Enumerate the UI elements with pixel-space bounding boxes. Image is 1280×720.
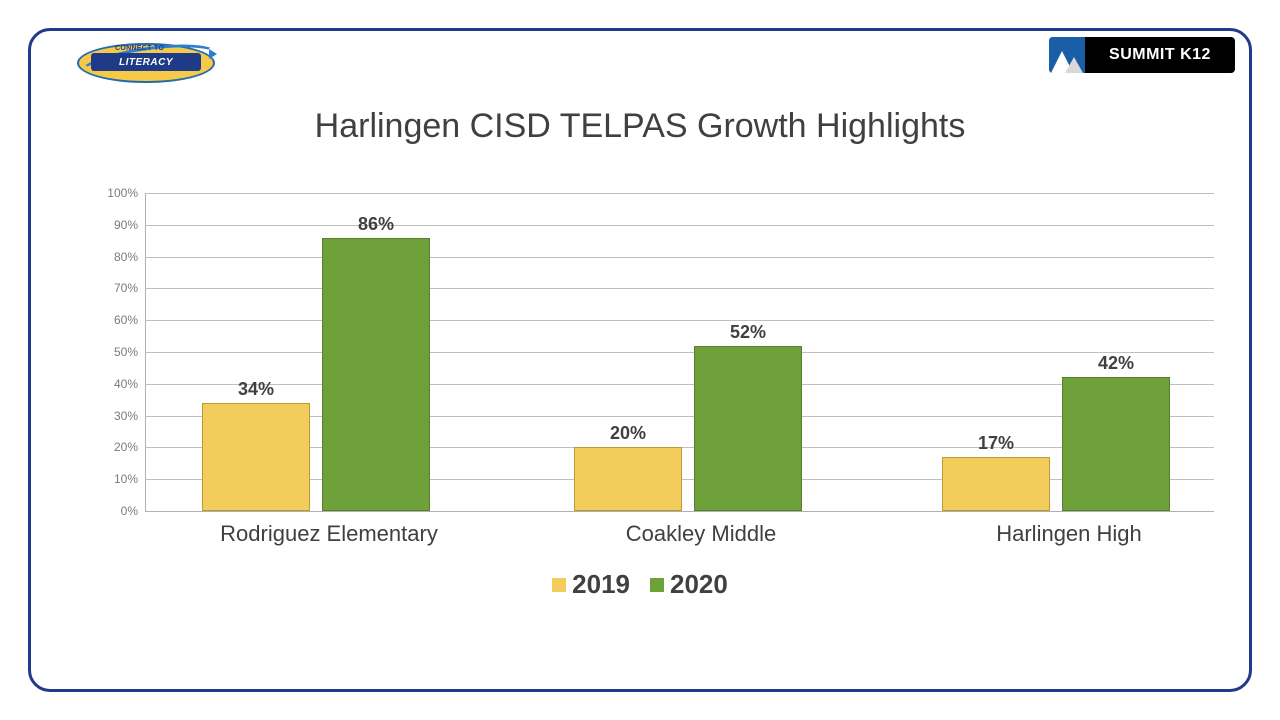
summit-k12-logo: SUMMIT K12 [1049, 37, 1235, 73]
x-axis-label: Harlingen High [996, 521, 1142, 547]
y-axis-label: 60% [114, 313, 138, 327]
bar-group: 17%42%Harlingen High [942, 193, 1196, 511]
bar-2020: 86% [322, 238, 430, 511]
bar-2019: 20% [574, 447, 682, 511]
bar-2019: 17% [942, 457, 1050, 511]
slide-frame: CONNECT TO LITERACY SUMMIT K12 Harlingen… [28, 28, 1252, 692]
legend-item-2019: 2019 [552, 569, 630, 600]
bar-group: 34%86%Rodriguez Elementary [202, 193, 456, 511]
legend-label: 2019 [572, 569, 630, 600]
data-label: 52% [730, 322, 766, 343]
y-axis-label: 50% [114, 345, 138, 359]
logo-connect-text: CONNECT TO [115, 45, 164, 52]
bar-2020: 52% [694, 346, 802, 511]
legend-item-2020: 2020 [650, 569, 728, 600]
data-label: 17% [978, 433, 1014, 454]
chart-legend: 2019 2020 [31, 569, 1249, 600]
data-label: 86% [358, 214, 394, 235]
y-axis-label: 70% [114, 281, 138, 295]
bar-2019: 34% [202, 403, 310, 511]
y-axis-label: 20% [114, 440, 138, 454]
bar-2020: 42% [1062, 377, 1170, 511]
legend-swatch [552, 578, 566, 592]
legend-swatch [650, 578, 664, 592]
chart-title: Harlingen CISD TELPAS Growth Highlights [31, 107, 1249, 146]
data-label: 34% [238, 379, 274, 400]
y-axis-label: 10% [114, 472, 138, 486]
data-label: 20% [610, 423, 646, 444]
bar-group: 20%52%Coakley Middle [574, 193, 828, 511]
y-axis-label: 30% [114, 409, 138, 423]
legend-label: 2020 [670, 569, 728, 600]
x-axis-label: Coakley Middle [626, 521, 776, 547]
y-axis-label: 0% [121, 504, 138, 518]
y-axis-label: 100% [107, 186, 138, 200]
y-axis-label: 80% [114, 250, 138, 264]
x-axis-label: Rodriguez Elementary [220, 521, 438, 547]
mountain-icon [1049, 37, 1085, 73]
chart-plot-area: 0%10%20%30%40%50%60%70%80%90%100%34%86%R… [145, 193, 1214, 512]
connect-to-literacy-logo: CONNECT TO LITERACY [77, 35, 215, 89]
data-label: 42% [1098, 353, 1134, 374]
y-axis-label: 40% [114, 377, 138, 391]
y-axis-label: 90% [114, 218, 138, 232]
summit-k12-text: SUMMIT K12 [1085, 46, 1235, 64]
logo-literacy-text: LITERACY [119, 57, 173, 68]
